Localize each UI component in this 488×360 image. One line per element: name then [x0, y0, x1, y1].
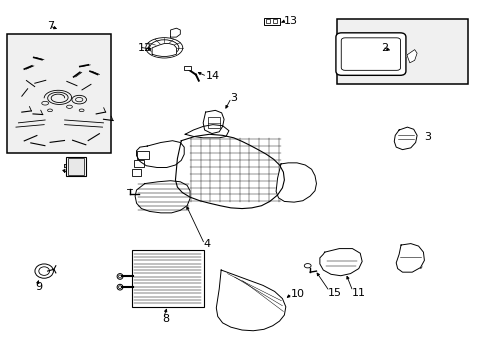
Text: 10: 10	[290, 289, 304, 299]
Bar	[131, 249, 203, 307]
Polygon shape	[393, 127, 416, 150]
Polygon shape	[175, 134, 284, 208]
Text: 1: 1	[271, 175, 278, 185]
Text: 8: 8	[162, 314, 169, 324]
Text: 9: 9	[35, 282, 42, 292]
Text: 3: 3	[424, 132, 430, 142]
Polygon shape	[136, 141, 184, 167]
Bar	[272, 19, 276, 23]
Bar	[131, 169, 141, 176]
Polygon shape	[395, 244, 424, 272]
FancyBboxPatch shape	[335, 33, 405, 75]
Bar	[183, 66, 190, 70]
Text: 11: 11	[351, 288, 365, 297]
Polygon shape	[185, 125, 228, 138]
Text: 7: 7	[47, 21, 55, 31]
Text: 12: 12	[137, 43, 151, 53]
Text: 13: 13	[283, 16, 297, 26]
Bar	[207, 117, 219, 128]
Polygon shape	[170, 28, 180, 37]
Bar	[133, 160, 144, 167]
Bar	[136, 151, 148, 158]
Polygon shape	[406, 50, 416, 63]
Text: 2: 2	[380, 43, 387, 53]
Polygon shape	[319, 249, 362, 276]
Text: 4: 4	[203, 239, 210, 249]
Text: 15: 15	[327, 288, 342, 297]
Bar	[67, 158, 84, 175]
Bar	[336, 19, 467, 84]
Bar	[265, 19, 269, 23]
Text: 16: 16	[409, 261, 423, 271]
Bar	[65, 157, 86, 176]
Text: 5: 5	[62, 164, 69, 174]
Polygon shape	[135, 181, 190, 213]
FancyBboxPatch shape	[341, 38, 400, 70]
Ellipse shape	[148, 42, 180, 59]
Text: 3: 3	[229, 93, 236, 103]
Bar	[264, 18, 279, 24]
Text: 6: 6	[144, 195, 151, 204]
Polygon shape	[203, 111, 224, 134]
Polygon shape	[276, 163, 316, 202]
Polygon shape	[152, 44, 176, 57]
Polygon shape	[216, 270, 285, 331]
Text: 14: 14	[205, 71, 219, 81]
Bar	[7, 33, 111, 153]
